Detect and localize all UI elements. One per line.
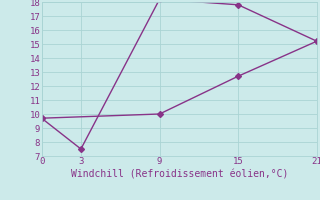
X-axis label: Windchill (Refroidissement éolien,°C): Windchill (Refroidissement éolien,°C) <box>70 169 288 179</box>
